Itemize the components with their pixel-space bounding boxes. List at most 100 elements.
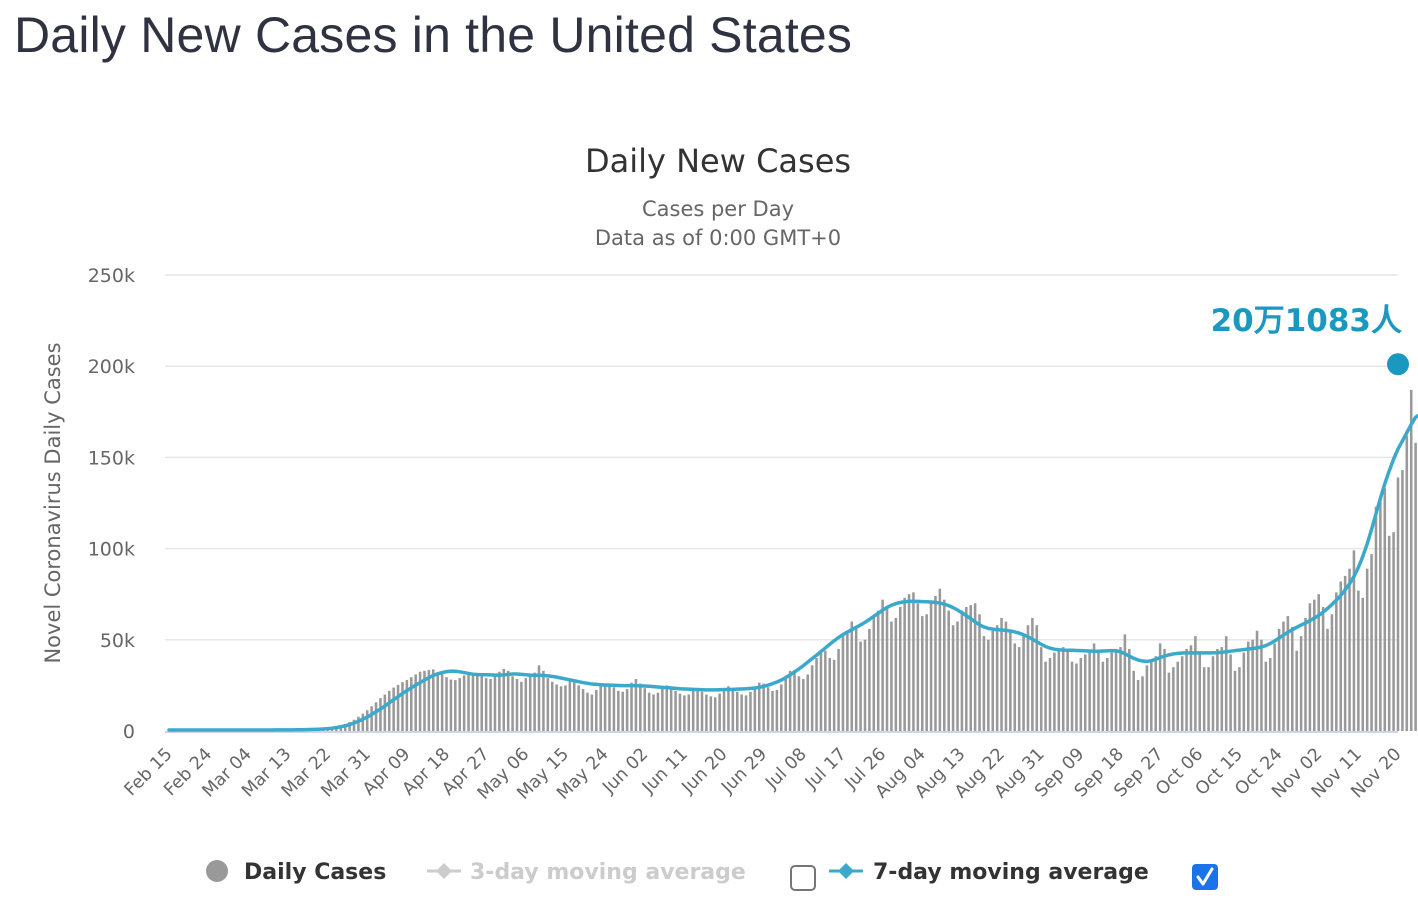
daily-case-bar[interactable]: [1141, 676, 1144, 731]
daily-case-bar[interactable]: [784, 678, 787, 731]
daily-case-bar[interactable]: [480, 675, 484, 731]
daily-case-bar[interactable]: [621, 691, 624, 731]
daily-case-bar[interactable]: [1251, 639, 1254, 731]
daily-case-bar[interactable]: [555, 684, 558, 731]
daily-case-bar[interactable]: [436, 672, 439, 731]
daily-case-bar[interactable]: [885, 606, 889, 731]
daily-case-bar[interactable]: [550, 681, 554, 731]
daily-case-bar[interactable]: [595, 689, 598, 731]
legend-item-7-day-average[interactable]: 7-day moving average: [829, 860, 1149, 885]
daily-case-bar[interactable]: [951, 625, 955, 731]
daily-case-bar[interactable]: [903, 597, 906, 731]
daily-case-bar[interactable]: [1119, 647, 1122, 731]
daily-case-bar[interactable]: [713, 697, 717, 731]
daily-case-bar[interactable]: [837, 648, 840, 731]
daily-case-bar[interactable]: [643, 688, 647, 731]
daily-case-bar[interactable]: [1053, 652, 1056, 731]
daily-case-bar[interactable]: [1229, 654, 1232, 731]
daily-case-bar[interactable]: [1211, 656, 1215, 731]
daily-case-bar[interactable]: [1220, 647, 1224, 731]
daily-case-bar[interactable]: [1282, 621, 1285, 731]
daily-case-bar[interactable]: [1088, 650, 1091, 731]
daily-case-bar[interactable]: [476, 674, 479, 731]
daily-case-bar[interactable]: [1202, 667, 1206, 731]
daily-case-bar[interactable]: [757, 682, 761, 731]
daily-case-bar[interactable]: [1414, 442, 1417, 731]
daily-case-bar[interactable]: [661, 688, 664, 731]
daily-case-bar[interactable]: [934, 596, 937, 731]
daily-case-bar[interactable]: [735, 691, 739, 731]
daily-case-bar[interactable]: [498, 671, 501, 731]
daily-case-bar[interactable]: [1105, 658, 1109, 731]
daily-case-bar[interactable]: [1405, 435, 1409, 731]
daily-case-bar[interactable]: [810, 665, 814, 731]
daily-case-bar[interactable]: [753, 687, 757, 731]
daily-case-bar[interactable]: [1110, 652, 1113, 731]
daily-case-bar[interactable]: [1150, 659, 1153, 731]
daily-case-bar[interactable]: [846, 630, 849, 731]
daily-case-bar[interactable]: [1396, 477, 1400, 731]
daily-case-bar[interactable]: [815, 658, 818, 731]
daily-case-bar[interactable]: [1061, 647, 1065, 731]
daily-case-bar[interactable]: [427, 669, 431, 731]
daily-case-bar[interactable]: [1031, 617, 1034, 731]
daily-case-bar[interactable]: [1075, 663, 1078, 731]
daily-case-bar[interactable]: [890, 621, 893, 731]
daily-case-bar[interactable]: [454, 680, 457, 731]
daily-case-bar[interactable]: [678, 693, 682, 731]
daily-case-bar[interactable]: [440, 674, 444, 731]
daily-case-bar[interactable]: [1255, 630, 1259, 731]
daily-case-bar[interactable]: [546, 678, 550, 731]
daily-case-bar[interactable]: [445, 677, 448, 731]
daily-case-bar[interactable]: [1339, 581, 1343, 731]
daily-case-bar[interactable]: [608, 684, 611, 731]
daily-case-bar[interactable]: [744, 695, 748, 731]
daily-case-bar[interactable]: [1123, 634, 1127, 731]
daily-case-bar[interactable]: [1057, 648, 1061, 731]
daily-case-bar[interactable]: [894, 617, 898, 731]
daily-case-bar[interactable]: [374, 702, 378, 731]
daily-case-bar[interactable]: [669, 687, 673, 731]
daily-case-bar[interactable]: [718, 693, 721, 731]
daily-case-bar[interactable]: [493, 674, 497, 731]
daily-case-bar[interactable]: [1004, 621, 1008, 731]
daily-case-bar[interactable]: [401, 682, 404, 731]
daily-case-bar[interactable]: [352, 719, 356, 731]
daily-case-bar[interactable]: [603, 683, 607, 731]
daily-case-bar[interactable]: [1370, 554, 1373, 731]
daily-case-bar[interactable]: [467, 673, 470, 731]
daily-case-bar[interactable]: [938, 588, 942, 731]
legend-item-3-day-average[interactable]: 3-day moving average: [427, 860, 746, 885]
daily-case-bar[interactable]: [788, 670, 792, 731]
daily-case-bar[interactable]: [599, 685, 602, 731]
daily-case-bar[interactable]: [1308, 603, 1312, 731]
daily-case-bar[interactable]: [630, 682, 633, 731]
daily-case-bar[interactable]: [1260, 639, 1263, 731]
daily-case-bar[interactable]: [1083, 654, 1087, 731]
daily-case-bar[interactable]: [1066, 650, 1069, 731]
daily-case-bar[interactable]: [418, 671, 422, 731]
daily-case-bar[interactable]: [357, 716, 360, 731]
daily-case-bar[interactable]: [771, 690, 774, 731]
daily-case-bar[interactable]: [1277, 628, 1281, 731]
daily-case-bar[interactable]: [775, 689, 779, 731]
daily-case-bar[interactable]: [520, 681, 523, 731]
daily-case-bar[interactable]: [462, 675, 466, 731]
daily-case-bar[interactable]: [533, 672, 536, 731]
daily-case-bar[interactable]: [1343, 575, 1347, 731]
daily-case-bar[interactable]: [1101, 661, 1105, 731]
daily-case-bar[interactable]: [1392, 532, 1395, 731]
daily-case-bar[interactable]: [617, 690, 620, 731]
daily-case-bar[interactable]: [1132, 670, 1135, 731]
daily-case-bar[interactable]: [868, 628, 871, 731]
daily-case-bar[interactable]: [577, 685, 580, 731]
daily-case-bar[interactable]: [515, 679, 519, 731]
daily-case-bar[interactable]: [1242, 652, 1246, 731]
daily-case-bar[interactable]: [665, 685, 669, 731]
daily-case-bar[interactable]: [1299, 636, 1303, 731]
daily-case-bar[interactable]: [537, 665, 541, 731]
daily-case-bar[interactable]: [1013, 643, 1017, 731]
daily-case-bar[interactable]: [1026, 625, 1030, 731]
daily-case-bar[interactable]: [995, 625, 999, 731]
daily-case-bar[interactable]: [1295, 650, 1298, 731]
